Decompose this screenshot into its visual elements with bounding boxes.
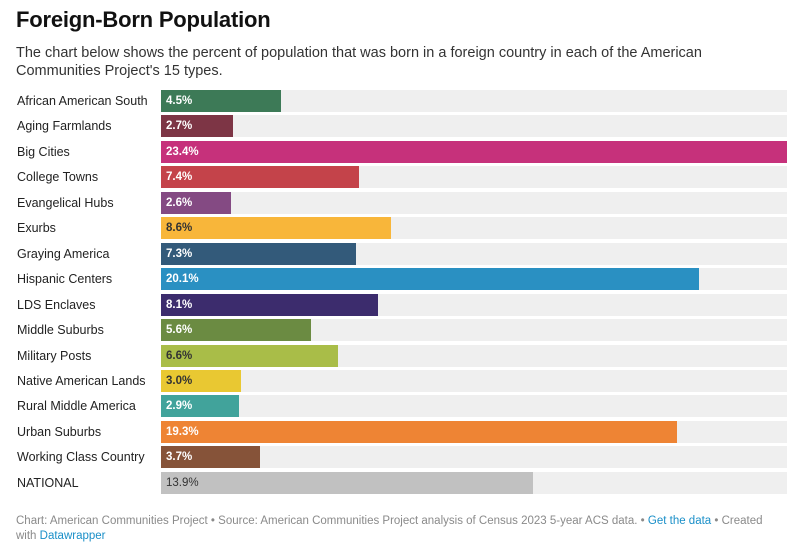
bar-track: 6.6% [161, 345, 787, 367]
value-label: 13.9% [166, 477, 199, 489]
datawrapper-link[interactable]: Datawrapper [39, 530, 106, 542]
bar-track: 8.1% [161, 294, 787, 316]
value-label: 3.0% [166, 375, 193, 387]
value-label: 6.6% [166, 350, 193, 362]
bar-track: 4.5% [161, 90, 787, 112]
bar-track: 7.4% [161, 166, 787, 188]
category-label: Rural Middle America [17, 399, 136, 413]
category-label: Working Class Country [17, 450, 145, 464]
category-label: College Towns [17, 170, 99, 184]
bar [161, 90, 281, 112]
bar-track: 2.7% [161, 115, 787, 137]
value-label: 5.6% [166, 324, 193, 336]
value-label: 2.7% [166, 120, 193, 132]
bar [161, 268, 699, 290]
value-label: 20.1% [166, 273, 199, 285]
bar-track: 5.6% [161, 319, 787, 341]
bar-row: Aging Farmlands 2.7% [0, 115, 799, 137]
bar-row: Military Posts 6.6% [0, 345, 799, 367]
bar-track: 2.6% [161, 192, 787, 214]
bar-row: Graying America 7.3% [0, 243, 799, 265]
category-label: Military Posts [17, 349, 92, 363]
value-label: 2.9% [166, 400, 193, 412]
chart-title: Foreign-Born Population [16, 7, 271, 32]
category-label: Evangelical Hubs [17, 196, 114, 210]
value-label: 7.4% [166, 171, 193, 183]
bar [161, 294, 378, 316]
bar [161, 192, 231, 214]
bar-row: Exurbs 8.6% [0, 217, 799, 239]
bar-row: Evangelical Hubs 2.6% [0, 192, 799, 214]
bar [161, 319, 311, 341]
bar [161, 370, 241, 392]
bar [161, 141, 787, 163]
bar-chart: African American South 4.5% Aging Farmland… [0, 90, 799, 496]
bar [161, 243, 356, 265]
bar [161, 115, 233, 137]
category-label: Native American Lands [17, 374, 146, 388]
bar-row: Middle Suburbs 5.6% [0, 319, 799, 341]
bar-track: 3.7% [161, 446, 787, 468]
value-label: 3.7% [166, 451, 193, 463]
bar-track: 19.3% [161, 421, 787, 443]
value-label: 8.6% [166, 222, 193, 234]
category-label: Middle Suburbs [17, 323, 104, 337]
value-label: 2.6% [166, 197, 193, 209]
footer-created: • Created with [16, 515, 763, 542]
bar-row-national: NATIONAL 13.9% [0, 472, 799, 494]
bar-track: 2.9% [161, 395, 787, 417]
value-label: 23.4% [166, 146, 199, 158]
bar-row: Big Cities 23.4% [0, 141, 799, 163]
value-label: 4.5% [166, 95, 193, 107]
bar-row: Urban Suburbs 19.3% [0, 421, 799, 443]
category-label: Graying America [17, 247, 110, 261]
bar [161, 345, 338, 367]
bar [161, 446, 260, 468]
category-label: Urban Suburbs [17, 425, 102, 439]
value-label: 7.3% [166, 248, 193, 260]
chart-subtitle: The chart below shows the percent of pop… [16, 45, 702, 79]
bar-row: College Towns 7.4% [0, 166, 799, 188]
get-the-data-link[interactable]: Get the data [647, 515, 712, 527]
bar-track: 3.0% [161, 370, 787, 392]
chart-footer: Chart: American Communities Project • So… [16, 514, 786, 544]
category-label: Big Cities [17, 145, 70, 159]
bar-track: 8.6% [161, 217, 787, 239]
bar-row: Rural Middle America 2.9% [0, 395, 799, 417]
bar-track: 23.4% [161, 141, 787, 163]
value-label: 19.3% [166, 426, 199, 438]
category-label: African American South [17, 94, 148, 108]
category-label: LDS Enclaves [17, 298, 96, 312]
bar [161, 421, 677, 443]
value-label: 8.1% [166, 299, 193, 311]
bar-track: 13.9% [161, 472, 787, 494]
bar-row: LDS Enclaves 8.1% [0, 294, 799, 316]
bar-row: Working Class Country 3.7% [0, 446, 799, 468]
bar [161, 217, 391, 239]
category-label: Exurbs [17, 221, 56, 235]
category-label: Hispanic Centers [17, 272, 113, 286]
bar-row: African American South 4.5% [0, 90, 799, 112]
bar [161, 395, 239, 417]
bar-row: Hispanic Centers 20.1% [0, 268, 799, 290]
bar-track: 7.3% [161, 243, 787, 265]
footer-source: Chart: American Communities Project • So… [16, 515, 648, 527]
category-label: NATIONAL [17, 476, 79, 490]
bar-row: Native American Lands 3.0% [0, 370, 799, 392]
bar [161, 166, 359, 188]
category-label: Aging Farmlands [17, 119, 112, 133]
bar-track: 20.1% [161, 268, 787, 290]
bar [161, 472, 533, 494]
